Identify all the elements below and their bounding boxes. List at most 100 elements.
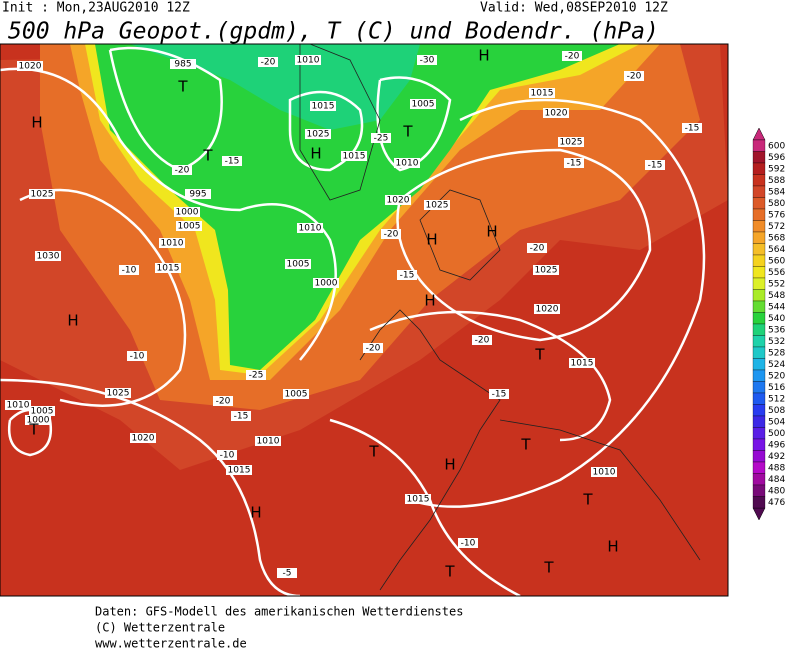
colorbar-label: 496 (768, 440, 785, 450)
temperature-label-box (489, 389, 509, 399)
temperature-label: -5 (283, 569, 292, 579)
isobar-label-box (176, 221, 202, 231)
temperature-label: -15 (685, 124, 700, 134)
colorbar-label: 544 (768, 302, 785, 312)
isobar-label: 1015 (343, 152, 366, 162)
colorbar-box (752, 208, 766, 221)
temperature-label: -30 (420, 56, 435, 66)
isobar-label-box (534, 304, 560, 314)
isobar-label-box (569, 358, 595, 368)
colorbar-box (752, 151, 766, 164)
map (0, 43, 729, 597)
colorbar-box (752, 496, 766, 509)
temperature-label: -20 (175, 166, 190, 176)
temperature-label: -20 (261, 58, 276, 68)
colorbar-box (752, 174, 766, 187)
temperature-label-box (562, 51, 582, 61)
temperature-label: -20 (627, 72, 642, 82)
colorbar-label: 516 (768, 383, 785, 393)
isobar-label-box (226, 465, 252, 475)
isobar-label: 1025 (560, 138, 583, 148)
isobar-label: 1010 (299, 224, 322, 234)
isobar-label-box (297, 223, 323, 233)
isobar-label: 1015 (312, 102, 335, 112)
pressure-center: H (478, 47, 489, 65)
isobar-label-box (105, 388, 131, 398)
pressure-center: H (310, 145, 321, 163)
isobar-label-box (533, 265, 559, 275)
pressure-center: T (534, 346, 545, 364)
colorbar-label: 576 (768, 210, 785, 220)
colorbar-label: 584 (768, 187, 785, 197)
temperature-label-box (258, 57, 278, 67)
footer-line: (C) Wetterzentrale (95, 621, 225, 635)
colorbar-label: 528 (768, 348, 785, 358)
isobar-label-box (305, 129, 331, 139)
temperature-label: -20 (530, 244, 545, 254)
colorbar-label: 500 (768, 429, 785, 439)
isobar-label-box (35, 251, 61, 261)
temperature-label-box (217, 450, 237, 460)
colorbar-box (752, 323, 766, 336)
pressure-center: H (486, 223, 497, 241)
colorbar-box (752, 484, 766, 497)
isobar-label: 1015 (571, 359, 594, 369)
temperature-label-box (645, 160, 665, 170)
footer-line: Daten: GFS-Modell des amerikanischen Wet… (95, 605, 463, 619)
temperature-label-box (381, 229, 401, 239)
isobar-label: 1015 (228, 466, 251, 476)
pressure-center: T (520, 436, 531, 454)
colorbar-box (752, 450, 766, 463)
pressure-center: H (444, 456, 455, 474)
isobar-label-box (385, 195, 411, 205)
colorbar-label: 532 (768, 337, 785, 347)
temperature-label: -20 (384, 230, 399, 240)
colorbar-box (752, 266, 766, 279)
footer-line: www.wetterzentrale.de (95, 637, 247, 649)
pressure-center: T (368, 443, 379, 461)
temperature-label-box (371, 133, 391, 143)
colorbar-label: 596 (768, 153, 785, 163)
temperature-label-box (417, 55, 437, 65)
map-title: 500 hPa Geopot.(gpdm), T (C) und Bodendr… (8, 19, 659, 45)
isobar-label-box (410, 99, 436, 109)
isobar-label: 995 (189, 190, 206, 200)
isobar-label: 1000 (176, 208, 199, 218)
temperature-label-box (682, 123, 702, 133)
colorbar-label: 552 (768, 279, 785, 289)
colorbar-box (752, 277, 766, 290)
colorbar-label: 572 (768, 222, 785, 232)
colorbar-box (752, 243, 766, 256)
isobar-label-box (130, 433, 156, 443)
temperature-label-box (277, 568, 297, 578)
colorbar-label: 536 (768, 325, 785, 335)
colorbar-label: 540 (768, 314, 785, 324)
pressure-center: H (250, 504, 261, 522)
isobar-label: 1025 (426, 201, 449, 211)
isobar-label: 1025 (307, 130, 330, 140)
pressure-center: H (426, 231, 437, 249)
isobar-label: 1025 (31, 190, 54, 200)
colorbar-box (752, 231, 766, 244)
colorbar-box (752, 220, 766, 233)
temperature-label: -25 (374, 134, 389, 144)
colorbar-label: 568 (768, 233, 785, 243)
isobar-label: 1010 (396, 159, 419, 169)
colorbar-label: 488 (768, 463, 785, 473)
colorbar-label: 520 (768, 371, 785, 381)
init-time: Init : Mon,23AUG2010 12Z (2, 1, 190, 16)
colorbar-box (752, 369, 766, 382)
isobar-label-box (310, 101, 336, 111)
pressure-center: T (402, 123, 413, 141)
temperature-label-box (127, 351, 147, 361)
colorbar-label: 592 (768, 164, 785, 174)
temperature-label-box (624, 71, 644, 81)
isobar-label: 1025 (107, 389, 130, 399)
colorbar-box (752, 289, 766, 302)
isobar-label-box (591, 467, 617, 477)
temperature-label: -10 (122, 266, 137, 276)
temperature-label: -15 (567, 159, 582, 169)
isobar-label-box (424, 200, 450, 210)
